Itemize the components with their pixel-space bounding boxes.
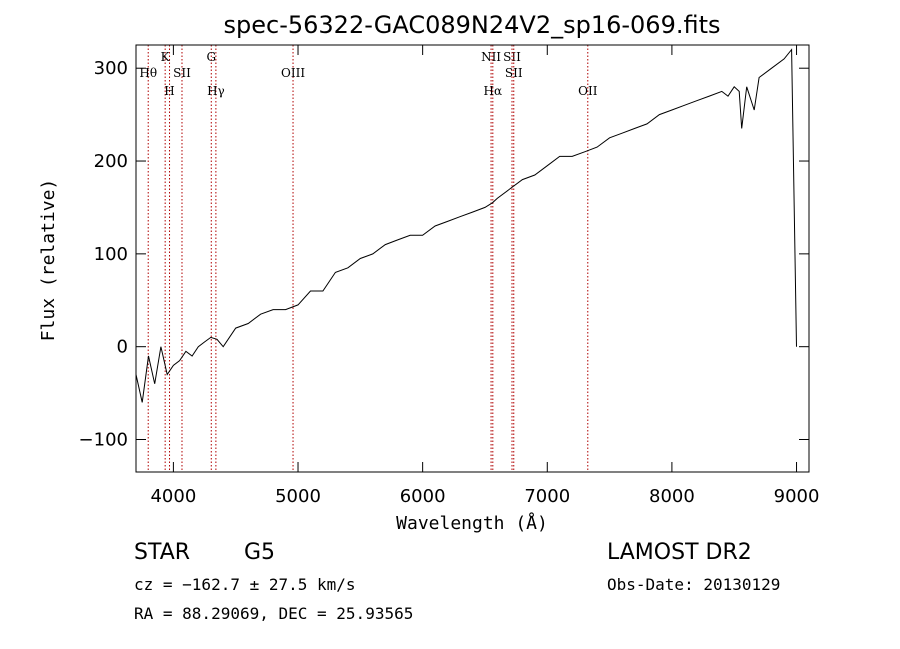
line-marker-label-6: OIII	[281, 66, 305, 80]
chart-title: spec-56322-GAC089N24V2_sp16-069.fits	[224, 11, 721, 39]
x-tick-label-4: 8000	[649, 486, 695, 507]
y-tick-label-2: 100	[94, 244, 128, 265]
line-marker-label-11: OII	[578, 84, 598, 98]
line-marker-label-7: NII	[481, 50, 501, 64]
x-tick-label-3: 7000	[524, 486, 570, 507]
line-marker-label-1: K	[161, 50, 171, 64]
object-subclass: G5	[244, 540, 276, 565]
x-tick-label-2: 6000	[400, 486, 446, 507]
line-marker-label-10: SII	[505, 66, 523, 80]
x-axis-label: Wavelength (Å)	[396, 512, 548, 534]
y-tick-label-1: 0	[117, 337, 128, 358]
y-tick-label-0: −100	[79, 430, 128, 451]
x-tick-label-5: 9000	[774, 486, 820, 507]
line-marker-label-4: G	[206, 50, 216, 64]
line-marker-label-8: Hα	[484, 84, 503, 98]
line-marker-label-5: Hγ	[207, 84, 225, 98]
line-marker-label-3: SII	[173, 66, 191, 80]
y-axis-label: Flux (relative)	[38, 179, 59, 342]
series-layer	[135, 48, 797, 403]
redshift-cz: cz = −162.7 ± 27.5 km/s	[134, 575, 356, 594]
coordinates: RA = 88.29069, DEC = 25.93565	[134, 604, 414, 623]
survey-name: LAMOST DR2	[607, 540, 752, 565]
line-marker-label-9: SII	[503, 50, 521, 64]
x-tick-label-1: 5000	[275, 486, 321, 507]
line-marker-label-0: Hθ	[139, 66, 157, 80]
axis-ticks: 4000 5000 6000 7000 8000 9000 −100 0 100 200 300	[79, 45, 820, 507]
observation-date: Obs-Date: 20130129	[607, 575, 781, 594]
y-tick-label-3: 200	[94, 151, 128, 172]
object-class: STAR	[134, 540, 191, 565]
line-marker-label-2: H	[164, 84, 174, 98]
y-tick-label-4: 300	[94, 58, 128, 79]
x-tick-label-0: 4000	[150, 486, 196, 507]
spectrum-line-0	[135, 48, 797, 403]
plot-frame	[135, 44, 810, 473]
